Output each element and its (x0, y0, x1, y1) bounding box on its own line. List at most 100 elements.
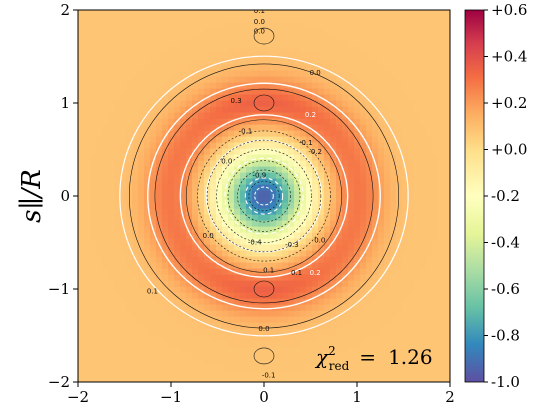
heatmap-cell (144, 118, 151, 125)
heatmap-cell (198, 208, 205, 215)
heatmap-cell (294, 346, 301, 353)
heatmap-cell (402, 190, 409, 197)
heatmap-cell (162, 58, 169, 65)
heatmap-cell (384, 310, 391, 317)
heatmap-cell (360, 76, 367, 83)
heatmap-cell (222, 334, 229, 341)
heatmap-cell (84, 304, 91, 311)
heatmap-cell (444, 358, 450, 365)
heatmap-cell (246, 118, 253, 125)
heatmap-cell (192, 88, 199, 95)
heatmap-cell (258, 322, 265, 329)
heatmap-cell (114, 280, 121, 287)
heatmap-cell (306, 202, 313, 209)
heatmap-cell (192, 106, 199, 113)
heatmap-cell (390, 190, 397, 197)
heatmap-cell (366, 358, 373, 365)
heatmap-cell (432, 316, 439, 323)
heatmap-cell (252, 202, 259, 209)
heatmap-cell (198, 136, 205, 143)
heatmap-cell (240, 70, 247, 77)
heatmap-cell (402, 130, 409, 137)
heatmap-cell (174, 184, 181, 191)
heatmap-cell (216, 148, 223, 155)
heatmap-cell (132, 238, 139, 245)
heatmap-cell (222, 202, 229, 209)
heatmap-cell (246, 244, 253, 251)
heatmap-cell (324, 94, 331, 101)
heatmap-cell (360, 286, 367, 293)
heatmap-cell (138, 112, 145, 119)
heatmap-cell (396, 214, 403, 221)
heatmap-cell (144, 208, 151, 215)
heatmap-cell (348, 214, 355, 221)
heatmap-cell (342, 124, 349, 131)
heatmap-cell (360, 208, 367, 215)
heatmap-cell (210, 100, 217, 107)
heatmap-cell (198, 94, 205, 101)
heatmap-cell (348, 112, 355, 119)
heatmap-cell (324, 352, 331, 359)
heatmap-cell (318, 40, 325, 47)
heatmap-cell (156, 244, 163, 251)
heatmap-cell (90, 148, 97, 155)
heatmap-cell (120, 340, 127, 347)
heatmap-cell (306, 190, 313, 197)
heatmap-cell (324, 58, 331, 65)
heatmap-cell (426, 346, 433, 353)
heatmap-cell (216, 364, 223, 371)
heatmap-cell (156, 34, 163, 41)
heatmap-cell (288, 190, 295, 197)
heatmap-cell (384, 70, 391, 77)
heatmap-cell (234, 340, 241, 347)
heatmap-cell (324, 370, 331, 377)
heatmap-cell (162, 52, 169, 59)
heatmap-cell (222, 304, 229, 311)
heatmap-cell (324, 208, 331, 215)
heatmap-cell (438, 130, 445, 137)
heatmap-cell (90, 46, 97, 53)
heatmap-cell (168, 100, 175, 107)
heatmap-cell (120, 196, 127, 203)
heatmap-cell (378, 70, 385, 77)
heatmap-cell (84, 172, 91, 179)
heatmap-cell (342, 70, 349, 77)
heatmap-cell (324, 364, 331, 371)
heatmap-cell (210, 70, 217, 77)
heatmap-cell (444, 226, 450, 233)
heatmap-cell (384, 64, 391, 71)
heatmap-cell (186, 358, 193, 365)
heatmap-cell (150, 88, 157, 95)
heatmap-cell (102, 52, 109, 59)
heatmap-cell (372, 286, 379, 293)
heatmap-cell (390, 322, 397, 329)
heatmap-cell (372, 22, 379, 29)
heatmap-cell (390, 256, 397, 263)
heatmap-cell (168, 106, 175, 113)
heatmap-cell (426, 100, 433, 107)
heatmap-cell (390, 76, 397, 83)
heatmap-cell (432, 370, 439, 377)
heatmap-cell (270, 34, 277, 41)
heatmap-cell (168, 316, 175, 323)
heatmap-cell (342, 352, 349, 359)
heatmap-cell (90, 52, 97, 59)
heatmap-cell (150, 34, 157, 41)
heatmap-cell (396, 178, 403, 185)
heatmap-cell (174, 16, 181, 23)
heatmap-cell (162, 184, 169, 191)
heatmap-cell (204, 178, 211, 185)
heatmap-cell (300, 136, 307, 143)
heatmap-cell (180, 190, 187, 197)
heatmap-cell (240, 16, 247, 23)
heatmap-cell (174, 298, 181, 305)
heatmap-cell (390, 178, 397, 185)
heatmap-cell (90, 130, 97, 137)
heatmap-cell (102, 340, 109, 347)
heatmap-cell (342, 232, 349, 239)
heatmap-cell (144, 340, 151, 347)
heatmap-cell (324, 154, 331, 161)
heatmap-cell (300, 280, 307, 287)
heatmap-cell (336, 130, 343, 137)
heatmap-cell (354, 148, 361, 155)
